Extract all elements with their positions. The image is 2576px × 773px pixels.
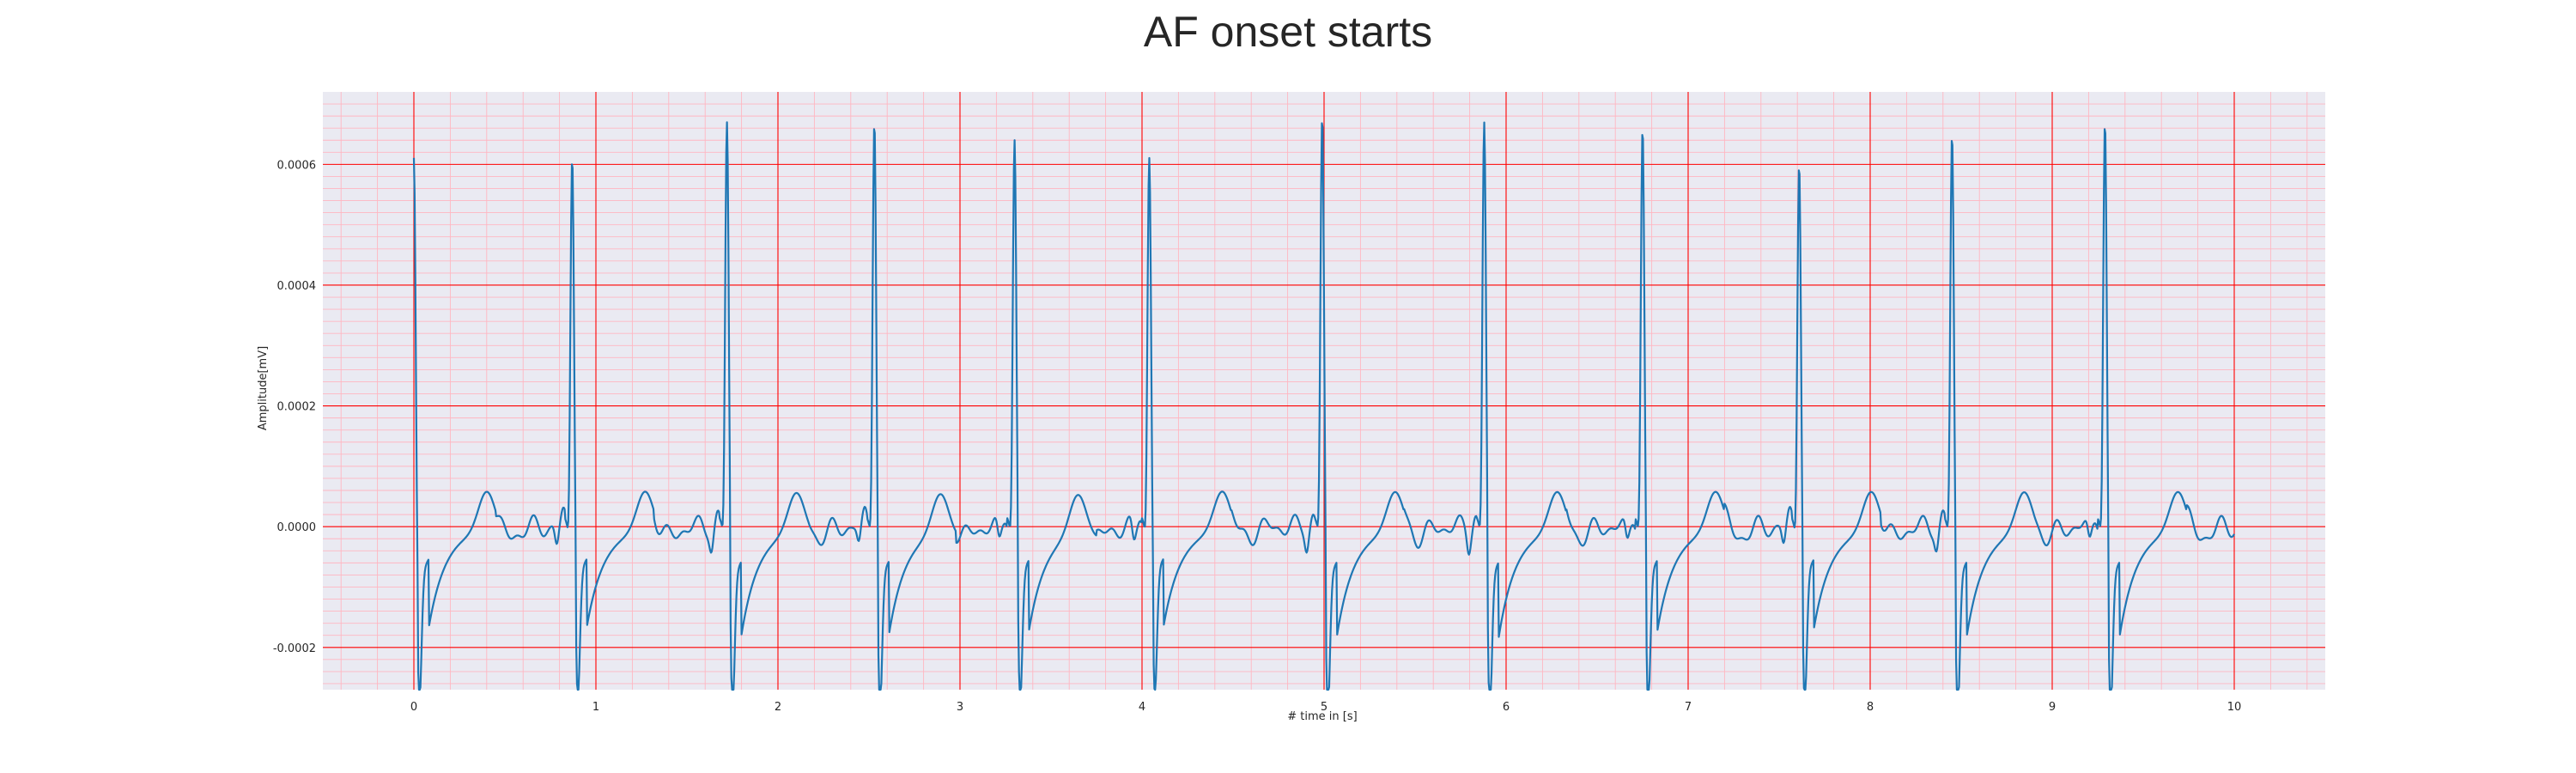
x-tick-label: 7 [1685,701,1692,714]
x-axis-label: # time in [s] [1287,710,1357,723]
y-tick-label: -0.0002 [273,642,316,655]
y-axis-label: Amplitude[mV] [257,346,270,430]
x-tick-label: 0 [410,701,417,714]
ecg-series-line [412,121,2235,691]
x-tick-label: 9 [2049,701,2056,714]
x-tick-label: 3 [957,701,963,714]
x-tick-label: 10 [2227,701,2242,714]
y-tick-label: 0.0004 [277,280,317,293]
y-tick-label: 0.0002 [277,401,317,414]
x-tick-label: 6 [1503,701,1510,714]
y-tick-label: 0.0000 [277,521,317,534]
y-tick-label: 0.0006 [277,159,317,172]
x-tick-label: 1 [592,701,599,714]
x-tick-label: 4 [1139,701,1145,714]
x-tick-label: 8 [1867,701,1874,714]
x-tick-label: 2 [775,701,781,714]
chart-title: AF onset starts [1144,8,1432,56]
y-axis-ticks: -0.0002 0.0000 0.0002 0.0004 0.0006 [273,159,316,654]
x-tick-label: 5 [1321,701,1327,714]
x-axis-ticks: 0 1 2 3 4 5 6 7 8 9 10 [410,701,2241,714]
